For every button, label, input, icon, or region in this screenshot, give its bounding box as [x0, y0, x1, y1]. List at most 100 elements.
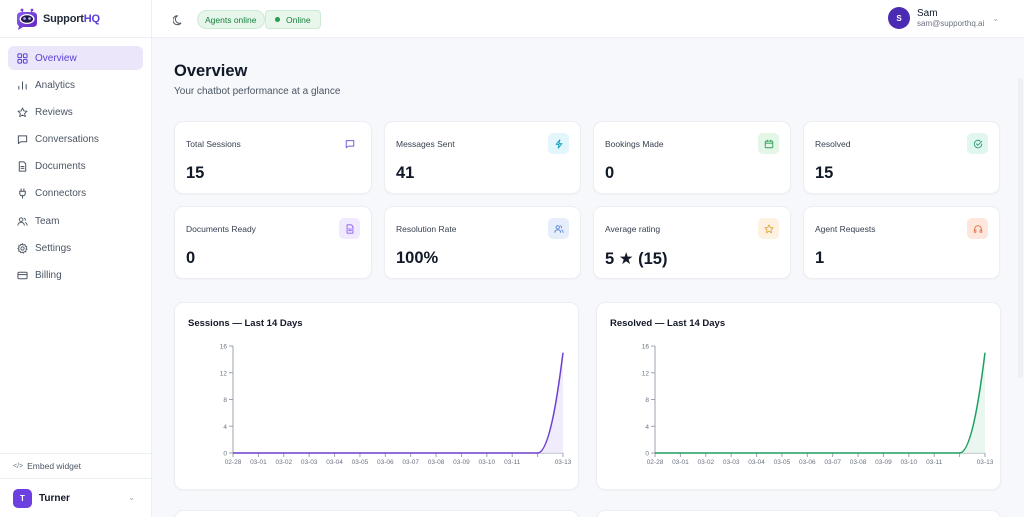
svg-text:12: 12 [220, 370, 228, 377]
sessions-chart-card: Sessions — Last 14 Days 0 4 8 12 16 02-28 03-0… [174, 302, 579, 490]
svg-text:16: 16 [642, 344, 650, 351]
stat-label: Agent Requests [815, 224, 876, 234]
svg-text:03-05: 03-05 [352, 459, 369, 466]
svg-text:03-13: 03-13 [977, 459, 994, 466]
calendar-icon [758, 133, 779, 154]
sidebar-item-analytics[interactable]: Analytics [8, 73, 143, 97]
stat-value: 0 [186, 249, 196, 267]
stat-label: Documents Ready [186, 224, 256, 234]
zap-icon [548, 133, 569, 154]
svg-text:03-07: 03-07 [402, 459, 419, 466]
stat-card-bookings-made: Bookings Made 0 [593, 121, 791, 194]
embed-widget-link[interactable]: </> Embed widget [0, 453, 151, 478]
main-content: Overview Your chatbot performance at a g… [152, 38, 1024, 517]
sidebar-item-billing[interactable]: Billing [8, 264, 143, 288]
user-menu[interactable]: S Sam sam@supporthq.ai ⌄ [888, 7, 999, 29]
code-icon: </> [13, 462, 24, 470]
online-status-label: Online [286, 14, 311, 25]
sidebar-item-reviews[interactable]: Reviews [8, 100, 143, 124]
svg-text:0: 0 [645, 451, 649, 458]
star-icon [758, 218, 779, 239]
sidebar-item-team[interactable]: Team [8, 209, 143, 233]
avatar: S [888, 7, 910, 29]
stat-card-resolution-rate: Resolution Rate 100% [384, 206, 581, 279]
svg-text:0: 0 [223, 451, 227, 458]
chart-card-partial [596, 510, 1001, 517]
file-text-icon [16, 161, 28, 173]
message-square-icon [16, 134, 28, 146]
agents-online-badge: Agents online [197, 10, 265, 29]
svg-text:8: 8 [223, 397, 227, 404]
stat-label: Resolution Rate [396, 224, 457, 234]
org-switcher[interactable]: T Turner ⌄ [0, 478, 151, 517]
stat-label: Total Sessions [186, 139, 241, 149]
chart-card-partial [174, 510, 579, 517]
brand[interactable]: SupportHQ [0, 0, 151, 38]
bar-chart-icon [16, 79, 28, 91]
svg-text:8: 8 [645, 397, 649, 404]
stat-card-agent-requests: Agent Requests 1 [803, 206, 1000, 279]
svg-text:03-05: 03-05 [774, 459, 791, 466]
chevron-down-icon: ⌄ [992, 13, 999, 23]
svg-text:02-28: 02-28 [647, 459, 664, 466]
sidebar-item-label: Documents [35, 161, 86, 173]
org-avatar: T [13, 488, 32, 508]
page-title: Overview [174, 62, 248, 80]
brand-name: SupportHQ [43, 12, 100, 25]
svg-text:4: 4 [645, 424, 649, 431]
online-status-badge[interactable]: Online [265, 10, 321, 29]
resolved-chart-card: Resolved — Last 14 Days 0 4 8 12 16 02-28 03-0… [596, 302, 1001, 490]
sidebar-item-label: Settings [35, 242, 72, 254]
stat-value: 1 [815, 249, 825, 267]
grid-icon [16, 52, 28, 64]
gear-icon [16, 242, 28, 254]
sidebar-item-overview[interactable]: Overview [8, 46, 143, 70]
sessions-line-chart: 0 4 8 12 16 02-28 03-01 03-02 03-03 03-04 03-05 03-… [220, 344, 572, 467]
stat-card-average-rating: Average rating 5 ★ (15) [593, 206, 791, 279]
svg-text:02-28: 02-28 [225, 459, 242, 466]
headphones-icon [967, 218, 988, 239]
svg-text:16: 16 [220, 344, 228, 351]
svg-text:03-09: 03-09 [453, 459, 470, 466]
svg-text:03-04: 03-04 [326, 459, 343, 466]
svg-text:4: 4 [223, 424, 227, 431]
stat-card-total-sessions: Total Sessions 15 [174, 121, 372, 194]
svg-text:03-13: 03-13 [555, 459, 572, 466]
plug-icon [16, 188, 28, 200]
robot-logo-icon [14, 7, 40, 31]
users-icon [548, 218, 569, 239]
sidebar-item-conversations[interactable]: Conversations [8, 128, 143, 152]
stat-value: 15 [186, 164, 205, 182]
sidebar-item-documents[interactable]: Documents [8, 155, 143, 179]
sidebar-item-label: Reviews [35, 106, 73, 118]
user-email: sam@supporthq.ai [917, 18, 985, 28]
svg-text:03-06: 03-06 [799, 459, 816, 466]
sidebar-item-settings[interactable]: Settings [8, 236, 143, 260]
stat-value: 41 [396, 164, 415, 182]
scrollbar[interactable] [1018, 78, 1023, 378]
sidebar-item-label: Overview [35, 52, 77, 64]
message-square-icon [339, 133, 360, 154]
chart-title: Sessions — Last 14 Days [188, 318, 303, 329]
star-icon [16, 106, 28, 118]
svg-text:03-11: 03-11 [926, 459, 943, 466]
stat-card-documents-ready: Documents Ready 0 [174, 206, 372, 279]
stat-value: 0 [605, 164, 615, 182]
credit-card-icon [16, 270, 28, 282]
svg-text:03-08: 03-08 [850, 459, 867, 466]
file-text-icon [339, 218, 360, 239]
svg-text:03-10: 03-10 [901, 459, 918, 466]
sidebar-item-connectors[interactable]: Connectors [8, 182, 143, 206]
user-name: Sam [917, 7, 938, 19]
svg-text:03-09: 03-09 [875, 459, 892, 466]
stat-label: Messages Sent [396, 139, 455, 149]
stat-label: Bookings Made [605, 139, 664, 149]
users-icon [16, 215, 28, 227]
svg-text:03-08: 03-08 [428, 459, 445, 466]
svg-text:03-07: 03-07 [824, 459, 841, 466]
svg-text:03-01: 03-01 [250, 459, 267, 466]
svg-text:03-04: 03-04 [748, 459, 765, 466]
org-name: Turner [39, 492, 70, 504]
moon-icon[interactable] [172, 13, 185, 26]
sidebar-nav: Overview Analytics Reviews Conversations… [0, 38, 151, 299]
